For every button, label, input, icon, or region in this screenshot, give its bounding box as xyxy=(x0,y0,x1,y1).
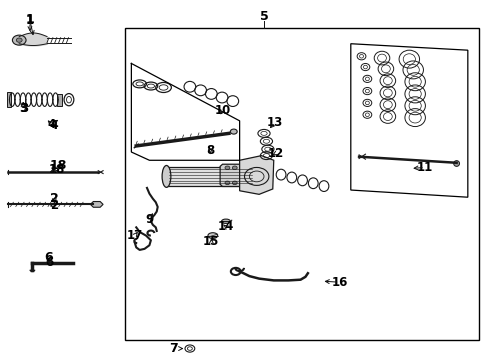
Ellipse shape xyxy=(453,161,459,166)
Circle shape xyxy=(224,166,229,170)
Ellipse shape xyxy=(221,219,230,224)
Text: 11: 11 xyxy=(416,161,432,174)
Ellipse shape xyxy=(230,129,237,134)
Text: 18: 18 xyxy=(49,159,67,172)
Text: 9: 9 xyxy=(145,213,153,226)
Polygon shape xyxy=(220,164,242,186)
Text: 13: 13 xyxy=(266,116,282,129)
Text: 4: 4 xyxy=(49,119,58,132)
Circle shape xyxy=(16,38,22,42)
Bar xyxy=(57,94,61,106)
Polygon shape xyxy=(239,156,273,194)
Ellipse shape xyxy=(207,233,217,238)
Bar xyxy=(166,167,254,186)
Ellipse shape xyxy=(162,166,170,187)
Text: 18: 18 xyxy=(48,163,65,176)
Text: 4: 4 xyxy=(48,118,56,131)
Circle shape xyxy=(224,181,229,185)
Ellipse shape xyxy=(249,166,258,187)
Text: 17: 17 xyxy=(126,229,142,242)
Text: 6: 6 xyxy=(45,256,54,269)
Text: 6: 6 xyxy=(44,251,53,264)
Bar xyxy=(6,92,11,107)
Text: 2: 2 xyxy=(50,199,58,212)
Circle shape xyxy=(12,35,26,45)
Bar xyxy=(125,28,478,339)
Circle shape xyxy=(232,166,237,170)
Text: 7: 7 xyxy=(169,342,178,355)
Text: 5: 5 xyxy=(259,10,268,23)
Text: 3: 3 xyxy=(19,102,27,115)
Text: 8: 8 xyxy=(206,144,214,157)
Text: 1: 1 xyxy=(25,13,34,26)
Text: 16: 16 xyxy=(331,276,347,289)
Polygon shape xyxy=(90,202,103,207)
Text: 12: 12 xyxy=(267,147,284,159)
Text: 15: 15 xyxy=(203,235,219,248)
Text: 14: 14 xyxy=(217,220,234,233)
Text: 1: 1 xyxy=(26,14,34,27)
Text: 3: 3 xyxy=(20,102,28,115)
Text: 10: 10 xyxy=(214,104,230,117)
Circle shape xyxy=(232,181,237,185)
Text: 2: 2 xyxy=(50,192,59,205)
